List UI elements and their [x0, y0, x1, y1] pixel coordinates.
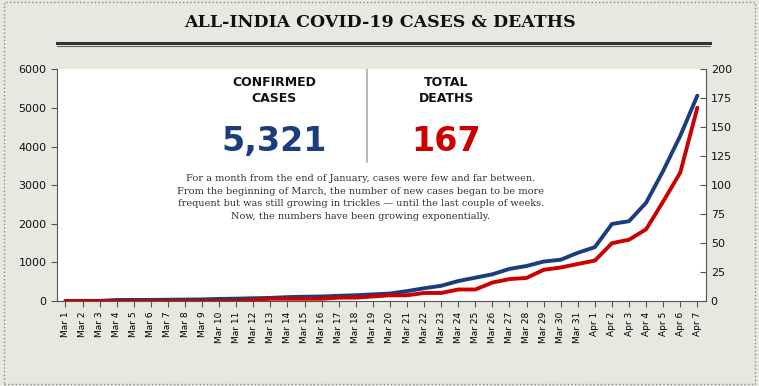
Text: 5,321: 5,321 [222, 125, 327, 158]
Text: 167: 167 [411, 125, 481, 158]
Text: TOTAL
DEATHS: TOTAL DEATHS [419, 76, 474, 105]
Text: ALL-INDIA COVID-19 CASES & DEATHS: ALL-INDIA COVID-19 CASES & DEATHS [184, 14, 575, 30]
Text: For a month from the end of January, cases were few and far between.
From the be: For a month from the end of January, cas… [177, 174, 544, 221]
Text: CONFIRMED
CASES: CONFIRMED CASES [232, 76, 317, 105]
